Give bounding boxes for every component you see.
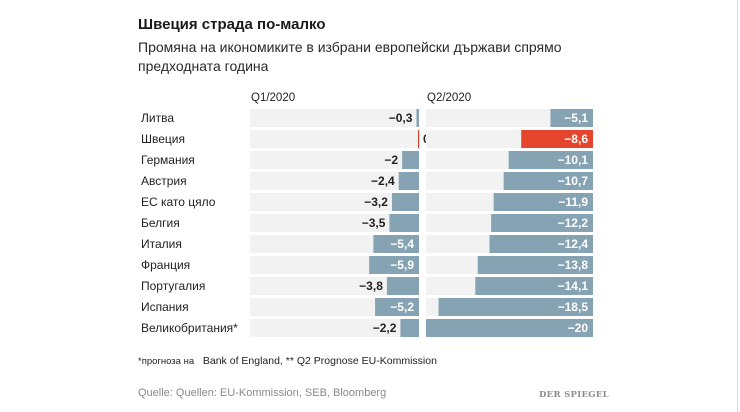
bar (503, 172, 593, 190)
data-label: −0,3 (389, 111, 413, 125)
data-label: −5,9 (390, 258, 414, 272)
column-header-q2: Q2/2020 (427, 92, 472, 104)
bar (426, 319, 593, 337)
category-label: Великобритания* (141, 321, 238, 335)
data-label: −3,8 (359, 279, 383, 293)
data-label: −3,5 (362, 216, 386, 230)
bar (418, 130, 420, 148)
data-label: −2,4 (371, 174, 395, 188)
category-label: Белгия (141, 216, 180, 230)
bar (398, 172, 419, 190)
data-label: −5,1 (564, 111, 588, 125)
data-label: −5,2 (390, 300, 414, 314)
chart-subtitle: Промяна на икономиките в избрани европей… (138, 39, 562, 74)
bar (508, 151, 593, 169)
bar (369, 256, 419, 274)
bar-track (250, 130, 419, 148)
bar (416, 109, 419, 127)
bar-track (250, 109, 419, 127)
bar-track (250, 214, 419, 232)
category-label: Германия (141, 153, 195, 167)
bar (389, 214, 419, 232)
source-note: Quelle: Quellen: EU-Kommission, SEB, Blo… (138, 387, 387, 399)
category-label: Португалия (141, 279, 205, 293)
bar (402, 151, 419, 169)
bar (386, 277, 419, 295)
frame-edge-line (737, 0, 738, 412)
category-label: Литва (141, 111, 174, 125)
category-label: Швеция (141, 132, 185, 146)
bar (375, 298, 419, 316)
bar (493, 193, 593, 211)
bar (475, 277, 593, 295)
bar (391, 193, 419, 211)
data-label: −8,6 (564, 132, 588, 146)
data-label: −20 (568, 321, 589, 335)
data-label: −10,7 (558, 174, 589, 188)
data-label: −18,5 (558, 300, 589, 314)
data-label: −12,2 (558, 216, 589, 230)
category-label: Италия (141, 237, 182, 251)
bar (373, 235, 419, 253)
data-label: −12,4 (558, 237, 589, 251)
bar (477, 256, 593, 274)
data-label: −11,9 (558, 195, 588, 209)
bar-track (250, 319, 419, 337)
bar-track (250, 193, 419, 211)
bar (489, 235, 593, 253)
data-label: −2 (384, 153, 398, 167)
category-label: Франция (141, 258, 190, 272)
category-label: Австрия (141, 174, 187, 188)
bar (521, 130, 593, 148)
chart-title: Швеция страда по-малко (138, 16, 326, 33)
category-label: Испания (141, 300, 189, 314)
data-label: −13,8 (558, 258, 589, 272)
data-label: −10,1 (558, 153, 589, 167)
bar (550, 109, 593, 127)
bar (400, 319, 419, 337)
bar (438, 298, 593, 316)
bar (491, 214, 593, 232)
data-label: −5,4 (390, 237, 414, 251)
bar-track (250, 277, 419, 295)
footnote-part1: *прогноза на (138, 356, 195, 367)
data-label: −2,2 (373, 321, 397, 335)
bar-track (250, 151, 419, 169)
bar-track (250, 172, 419, 190)
data-label: −14,1 (558, 279, 589, 293)
publisher-logo: DER SPIEGEL (539, 390, 609, 400)
column-header-q1: Q1/2020 (251, 92, 296, 104)
footnote-part2: Bank of England, ** Q2 Prognose EU-Kommi… (202, 355, 437, 367)
category-label: ЕС като цяло (141, 195, 216, 209)
data-label: −3,2 (364, 195, 388, 209)
footnote: *прогноза на Bank of England, ** Q2 Prog… (138, 355, 437, 367)
